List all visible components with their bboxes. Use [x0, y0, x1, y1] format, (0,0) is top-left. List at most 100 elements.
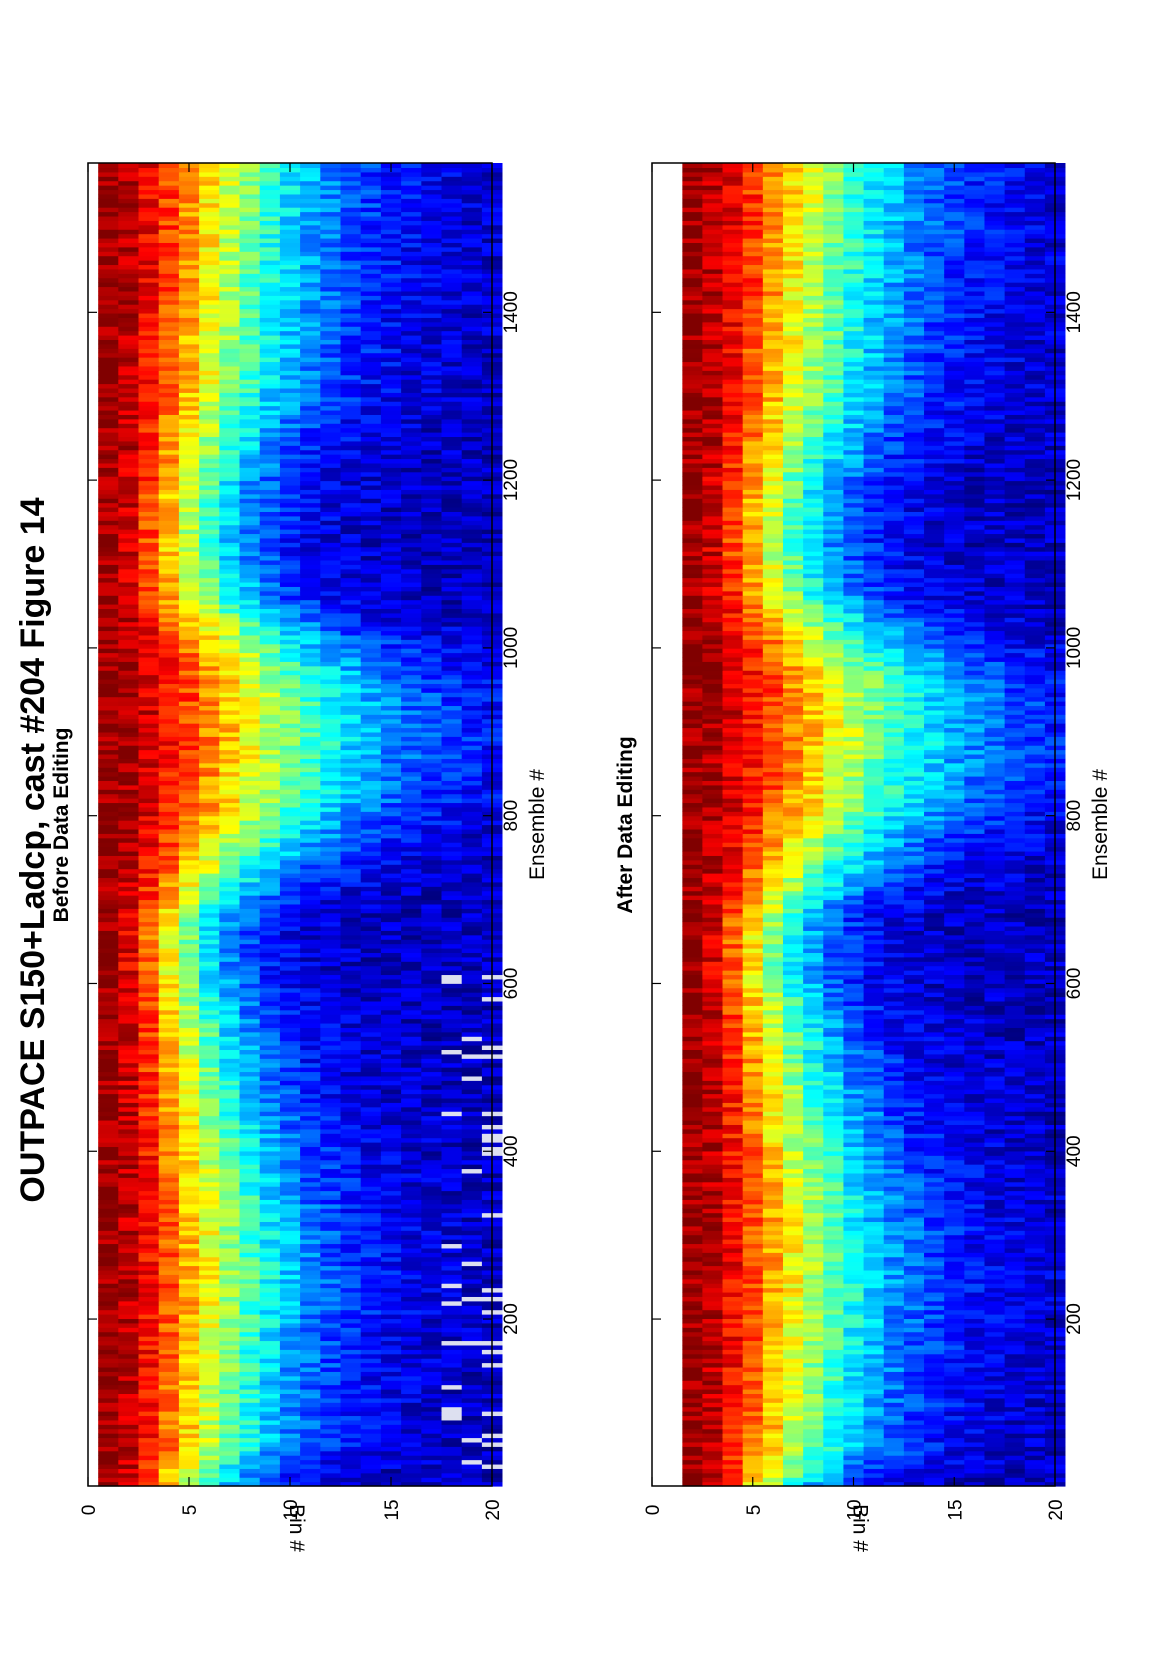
heatmap-cell	[138, 445, 160, 451]
heatmap-cell	[360, 1005, 382, 1011]
heatmap-cell	[158, 899, 180, 905]
heatmap-cell	[300, 1424, 321, 1430]
heatmap-cell	[320, 559, 341, 565]
heatmap-cell	[441, 1194, 463, 1200]
heatmap-cell	[259, 423, 281, 429]
heatmap-cell	[178, 387, 200, 393]
heatmap-cell	[259, 551, 281, 557]
heatmap-cell	[441, 634, 463, 640]
heatmap-cell	[461, 723, 483, 729]
heatmap-cell	[98, 965, 119, 971]
heatmap-cell	[219, 1203, 240, 1209]
heatmap-cell	[421, 1040, 442, 1046]
heatmap-cell	[279, 1102, 301, 1108]
heatmap-cell	[158, 612, 180, 618]
heatmap-cell	[320, 1212, 341, 1218]
heatmap-cell	[98, 961, 119, 967]
heatmap-cell	[199, 701, 220, 707]
heatmap-cell	[158, 1252, 180, 1258]
heatmap-cell	[340, 793, 362, 799]
heatmap-cell	[279, 1450, 301, 1456]
heatmap-cell	[360, 1472, 382, 1478]
heatmap-cell	[259, 758, 281, 764]
heatmap-cell	[340, 1327, 362, 1333]
heatmap-cell	[98, 520, 119, 526]
heatmap-cell	[360, 802, 382, 808]
heatmap-cell	[199, 1388, 220, 1394]
heatmap-cell	[300, 621, 321, 627]
heatmap-cell	[380, 961, 402, 967]
heatmap-cell	[401, 806, 422, 812]
heatmap-cell	[178, 930, 200, 936]
heatmap-cell	[300, 683, 321, 689]
heatmap-cell	[421, 873, 442, 879]
heatmap-cell	[380, 714, 402, 720]
heatmap-cell	[118, 661, 139, 667]
heatmap-cell	[158, 1331, 180, 1337]
heatmap-cell	[380, 1234, 402, 1240]
heatmap-cell	[259, 656, 281, 662]
heatmap-cell	[178, 740, 200, 746]
heatmap-cell	[219, 445, 240, 451]
heatmap-cell	[360, 1124, 382, 1130]
heatmap-cell	[199, 665, 220, 671]
heatmap-cell	[199, 599, 220, 605]
heatmap-cell	[279, 665, 301, 671]
heatmap-cell	[320, 1261, 341, 1267]
heatmap-cell	[360, 1283, 382, 1289]
heatmap-cell	[360, 1446, 382, 1452]
heatmap-cell	[360, 736, 382, 742]
heatmap-cell	[300, 1075, 321, 1081]
heatmap-cell	[421, 396, 442, 402]
heatmap-cell	[401, 771, 422, 777]
heatmap-cell	[259, 692, 281, 698]
heatmap-cell	[219, 1384, 240, 1390]
heatmap-cell	[340, 502, 362, 508]
heatmap-cell	[98, 956, 119, 962]
heatmap-cell	[259, 484, 281, 490]
heatmap-cell	[259, 952, 281, 958]
heatmap-cell	[138, 599, 160, 605]
heatmap-cell	[320, 1481, 341, 1487]
heatmap-cell	[158, 921, 180, 927]
heatmap-cell	[239, 1133, 261, 1139]
heatmap-cell	[259, 1225, 281, 1231]
heatmap-cell	[279, 634, 301, 640]
heatmap-cell	[300, 1406, 321, 1412]
heatmap-cell	[199, 1212, 220, 1218]
heatmap-cell	[300, 1080, 321, 1086]
heatmap-cell	[178, 1459, 200, 1465]
heatmap-cell	[199, 767, 220, 773]
heatmap-cell	[421, 595, 442, 601]
heatmap-cell	[178, 828, 200, 834]
heatmap-cell	[340, 1472, 362, 1478]
heatmap-cell	[279, 855, 301, 861]
heatmap-cell	[199, 1239, 220, 1245]
heatmap-cell	[138, 727, 160, 733]
heatmap-cell	[178, 476, 200, 482]
heatmap-cell	[239, 1216, 261, 1222]
heatmap-cell	[380, 445, 402, 451]
heatmap-cell	[178, 586, 200, 592]
heatmap-cell	[461, 802, 483, 808]
heatmap-cell	[138, 1190, 160, 1196]
heatmap-cell	[300, 1005, 321, 1011]
heatmap-cell	[178, 674, 200, 680]
heatmap-cell	[380, 921, 402, 927]
heatmap-cell	[401, 440, 422, 446]
heatmap-cell	[340, 718, 362, 724]
heatmap-cell	[360, 1384, 382, 1390]
heatmap-cell	[199, 828, 220, 834]
heatmap-cell	[461, 701, 483, 707]
heatmap-cell	[300, 493, 321, 499]
heatmap-cell	[178, 1080, 200, 1086]
heatmap-cell	[178, 943, 200, 949]
heatmap-cell	[421, 1137, 442, 1143]
heatmap-cell	[158, 1137, 180, 1143]
heatmap-cell	[421, 387, 442, 393]
heatmap-cell	[380, 855, 402, 861]
heatmap-cell	[219, 1243, 240, 1249]
heatmap-cell	[421, 855, 442, 861]
heatmap-cell	[138, 1358, 160, 1364]
heatmap-cell	[340, 811, 362, 817]
